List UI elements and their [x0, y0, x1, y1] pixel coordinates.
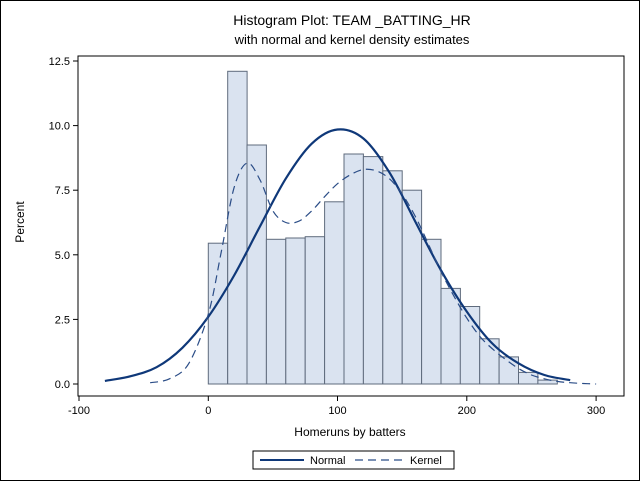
kernel-curve [149, 162, 597, 385]
y-tick-label: 7.5 [55, 185, 70, 197]
histogram-bar [362, 156, 384, 385]
histogram-bar [459, 306, 481, 385]
legend: Normal Kernel [252, 450, 455, 470]
y-tick-label: 10.0 [49, 121, 70, 133]
chart-title: Histogram Plot: TEAM _BATTING_HR [233, 12, 471, 28]
chart-subtitle: with normal and kernel density estimates [234, 32, 470, 47]
legend-kernel-label: Kernel [410, 455, 442, 467]
y-tick-label: 12.5 [49, 56, 70, 68]
y-axis-label: Percent [13, 201, 27, 243]
x-tick-label: -100 [68, 405, 90, 417]
x-axis-label: Homeruns by batters [294, 425, 405, 439]
x-axis: -100 0 100 200 300 [68, 396, 605, 417]
legend-box [252, 450, 455, 470]
y-tick-label: 5.0 [55, 250, 70, 262]
histogram-bar [421, 238, 442, 385]
y-tick-label: 0.0 [55, 379, 70, 391]
histogram-bars [207, 70, 558, 385]
x-tick-label: 300 [587, 405, 605, 417]
histogram-bar [440, 287, 461, 385]
histogram-bar [537, 379, 558, 385]
x-tick-label: 100 [328, 405, 346, 417]
histogram-bar [324, 201, 345, 385]
x-tick-label: 200 [458, 405, 476, 417]
y-tick-label: 2.5 [55, 314, 70, 326]
plot-area [77, 55, 625, 397]
histogram-bar [382, 170, 403, 385]
density-curves [104, 128, 597, 385]
histogram-bar [518, 371, 539, 385]
x-tick-label: 0 [205, 405, 211, 417]
histogram-bar [343, 153, 364, 385]
legend-normal-label: Normal [310, 455, 345, 467]
histogram-bar [227, 70, 248, 385]
y-axis: 0.0 2.5 5.0 7.5 10.0 12.5 [49, 56, 78, 391]
histogram-bar [401, 189, 423, 385]
histogram-bar [265, 238, 287, 385]
histogram-bar [285, 237, 306, 385]
histogram-bar [304, 236, 326, 385]
histogram-bar [246, 144, 267, 385]
normal-curve [104, 128, 571, 382]
